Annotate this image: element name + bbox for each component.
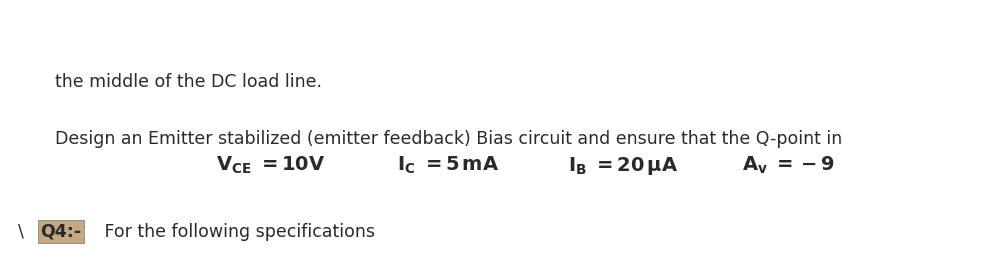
Text: $\mathbf{I_{B}}$ $\mathbf{= 20\,\mu A}$: $\mathbf{I_{B}}$ $\mathbf{= 20\,\mu A}$ [568,155,679,177]
Text: \: \ [18,223,24,241]
Text: $\mathbf{A_{v}}$ $\mathbf{= -9}$: $\mathbf{A_{v}}$ $\mathbf{= -9}$ [742,155,835,176]
Text: Design an Emitter stabilized (emitter feedback) Bias circuit and ensure that the: Design an Emitter stabilized (emitter fe… [55,130,843,147]
Text: $\mathbf{V_{CE}}$ $\mathbf{= 10V}$: $\mathbf{V_{CE}}$ $\mathbf{= 10V}$ [216,155,326,176]
Text: $\mathbf{I_{C}}$ $\mathbf{= 5\,mA}$: $\mathbf{I_{C}}$ $\mathbf{= 5\,mA}$ [397,155,500,176]
Text: the middle of the DC load line.: the middle of the DC load line. [55,73,322,90]
Text: Q4:-: Q4:- [40,223,81,241]
Text: For the following specifications: For the following specifications [99,223,374,241]
